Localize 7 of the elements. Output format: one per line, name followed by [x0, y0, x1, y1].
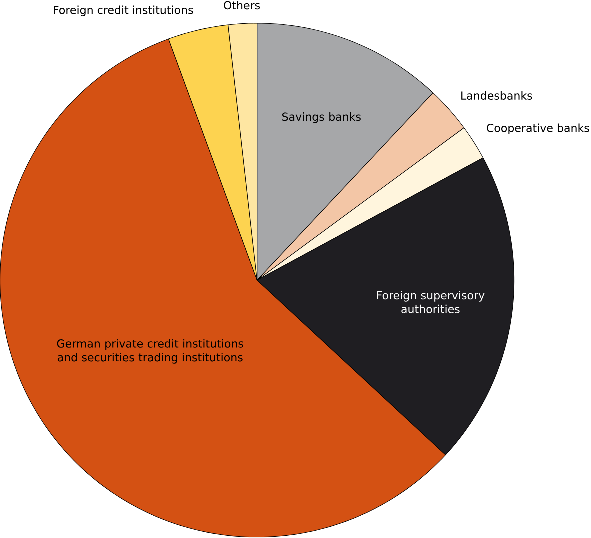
- slice-label: Foreign credit institutions: [54, 6, 194, 17]
- slice-label: Foreign supervisory authorities: [377, 291, 485, 314]
- slice-label: Others: [224, 1, 260, 10]
- slice-label: Landesbanks: [462, 92, 532, 100]
- slice-label: German private credit institutions and securities trading institutions: [57, 340, 244, 364]
- slice-label: Cooperative banks: [487, 124, 590, 135]
- slice-label: Savings banks: [282, 112, 361, 124]
